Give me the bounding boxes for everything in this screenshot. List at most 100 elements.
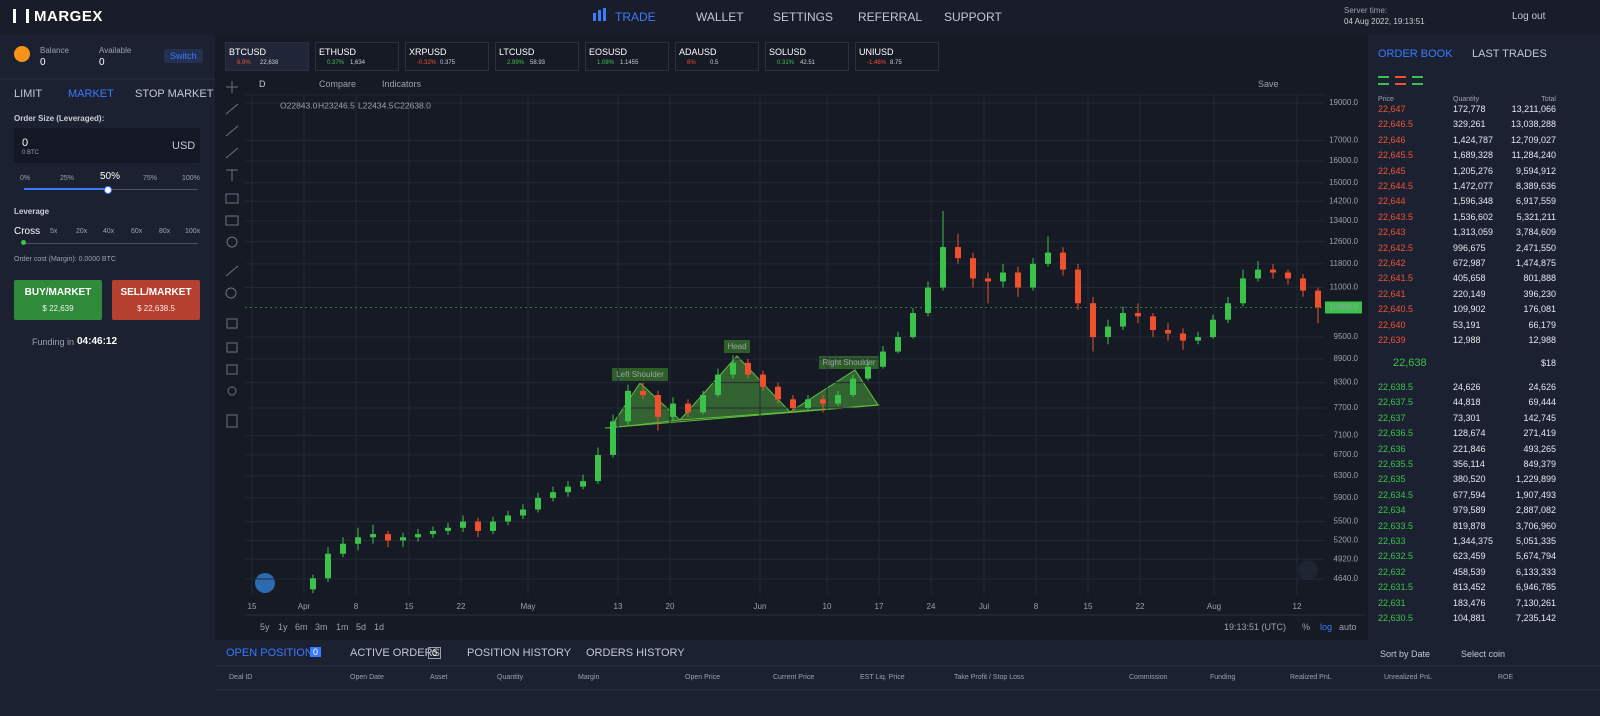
percent-step[interactable]: 75% (143, 175, 158, 182)
candle-body (505, 515, 511, 522)
percent-step[interactable]: 100% (182, 175, 200, 182)
indicators[interactable]: Indicators (382, 79, 422, 89)
candle-body (1045, 252, 1051, 264)
candle-body (1225, 303, 1231, 320)
ob-cell: 13,038,288 (1510, 119, 1556, 130)
y-tick-label: 8300.0 (1334, 378, 1359, 387)
ob-cell: 6,946,785 (1515, 582, 1556, 593)
ob-cell: 22,630.5 (1378, 613, 1414, 623)
ticker-price: 1,634 (350, 60, 366, 66)
ob-view[interactable] (1395, 76, 1406, 85)
percent-toggle[interactable]: % (1302, 622, 1311, 632)
ticker-box[interactable] (405, 42, 489, 71)
ob-cell: 22,645 (1378, 165, 1406, 176)
ob-cell: 22,641.5 (1378, 273, 1414, 284)
candle-body (1255, 269, 1261, 279)
order-book-panel (1368, 35, 1600, 640)
ticker-symbol: SOLUSD (769, 47, 807, 57)
ticker-symbol: BTCUSD (229, 47, 267, 57)
logout[interactable]: Log out (1512, 11, 1546, 22)
ob-cell: 7,235,142 (1515, 613, 1556, 623)
ticker-change: -0.32% (417, 60, 437, 66)
position-tab[interactable]: ORDERS HISTORY (586, 647, 685, 659)
interval[interactable]: D (259, 79, 266, 89)
leverage-step[interactable]: 40x (103, 228, 115, 235)
range-button[interactable]: 5d (356, 622, 367, 632)
nav-item[interactable]: SUPPORT (944, 10, 1002, 24)
candle-body (475, 521, 481, 531)
range-button[interactable]: 1y (278, 622, 288, 632)
position-tab[interactable]: ACTIVE ORDERS (350, 647, 440, 659)
nav-item[interactable]: TRADE (615, 10, 656, 24)
ticker-box[interactable] (495, 42, 579, 71)
column-header: Funding (1210, 674, 1236, 681)
save[interactable]: Save (1258, 79, 1279, 89)
candle-body (760, 374, 766, 387)
candle-body (370, 534, 376, 538)
switch-button[interactable]: Switch (164, 49, 203, 63)
nav-item[interactable]: REFERRAL (858, 10, 923, 24)
ob-cell: 220,149 (1453, 288, 1486, 299)
ticker-box[interactable] (765, 42, 849, 71)
ob-tab[interactable]: LAST TRADES (1472, 48, 1547, 60)
order-tab[interactable]: STOP MARKET (135, 88, 214, 100)
leverage-step[interactable]: 60x (131, 228, 143, 235)
nav-item[interactable]: SETTINGS (773, 10, 834, 24)
order-tab[interactable]: LIMIT (14, 88, 43, 100)
leverage-label: Leverage (14, 207, 50, 216)
buy-button[interactable] (14, 280, 102, 320)
positions-panel (215, 640, 1600, 716)
leverage-step[interactable]: 100x (185, 228, 201, 235)
ob-cell: 1,205,276 (1453, 165, 1494, 176)
slider-knob[interactable] (104, 186, 112, 194)
pattern-label: Right Shoulder (823, 358, 876, 367)
range-button[interactable]: 3m (315, 622, 328, 632)
ob-cell: 22,633.5 (1378, 520, 1414, 531)
ticker-symbol: ETHUSD (319, 47, 357, 57)
nav-item[interactable]: WALLET (696, 10, 744, 24)
y-tick-label: 5900.0 (1334, 493, 1359, 502)
range-button[interactable]: 1d (374, 622, 385, 632)
ob-view[interactable] (1412, 76, 1423, 85)
select-coin[interactable]: Select coin (1461, 649, 1506, 659)
last-price-label: 10369.0 (1329, 303, 1358, 312)
ticker-box[interactable] (675, 42, 759, 71)
sort[interactable]: Sort by Date (1380, 649, 1431, 659)
candle-body (1000, 272, 1006, 282)
ob-tab[interactable]: ORDER BOOK (1378, 48, 1453, 60)
ob-cell: 849,379 (1523, 459, 1556, 469)
ob-cell: 12,988 (1453, 335, 1481, 345)
leverage-knob[interactable] (21, 240, 26, 245)
range-button[interactable]: 1m (336, 622, 349, 632)
position-tab[interactable]: POSITION HISTORY (467, 647, 572, 659)
ob-view[interactable] (1378, 76, 1389, 85)
ob-cell: 22,637.5 (1378, 397, 1414, 408)
percent-step[interactable]: 0% (20, 175, 31, 182)
available-label: Available (99, 46, 132, 55)
scroll-button[interactable] (1298, 560, 1318, 580)
ob-cell: 7,130,261 (1515, 597, 1556, 608)
auto-toggle[interactable]: auto (1339, 622, 1357, 632)
ticker-box[interactable] (585, 42, 669, 71)
column-header: Deal ID (229, 674, 253, 681)
ob-cell: 172,778 (1453, 104, 1486, 114)
order-tab[interactable]: MARKET (68, 88, 114, 100)
candle-body (775, 386, 781, 400)
range-button[interactable]: 5y (260, 622, 270, 632)
range-button[interactable]: 6m (295, 622, 308, 632)
leverage-step[interactable]: 5x (50, 228, 58, 235)
ticker-box[interactable] (855, 42, 939, 71)
ticker-box[interactable] (315, 42, 399, 71)
sell-button[interactable] (112, 280, 200, 320)
column-header: Realized PnL (1290, 674, 1332, 681)
ob-header: Total (1541, 96, 1556, 103)
leverage-step[interactable]: 20x (76, 228, 88, 235)
leverage-step[interactable]: 80x (159, 228, 171, 235)
log-toggle[interactable]: log (1320, 622, 1333, 632)
percent-step[interactable]: 25% (60, 175, 75, 182)
percent-step[interactable]: 50% (100, 171, 121, 182)
compare[interactable]: Compare (319, 79, 357, 89)
position-tab[interactable]: OPEN POSITIONS (226, 647, 321, 659)
candle-body (940, 247, 946, 288)
ticker-box[interactable] (225, 42, 309, 71)
